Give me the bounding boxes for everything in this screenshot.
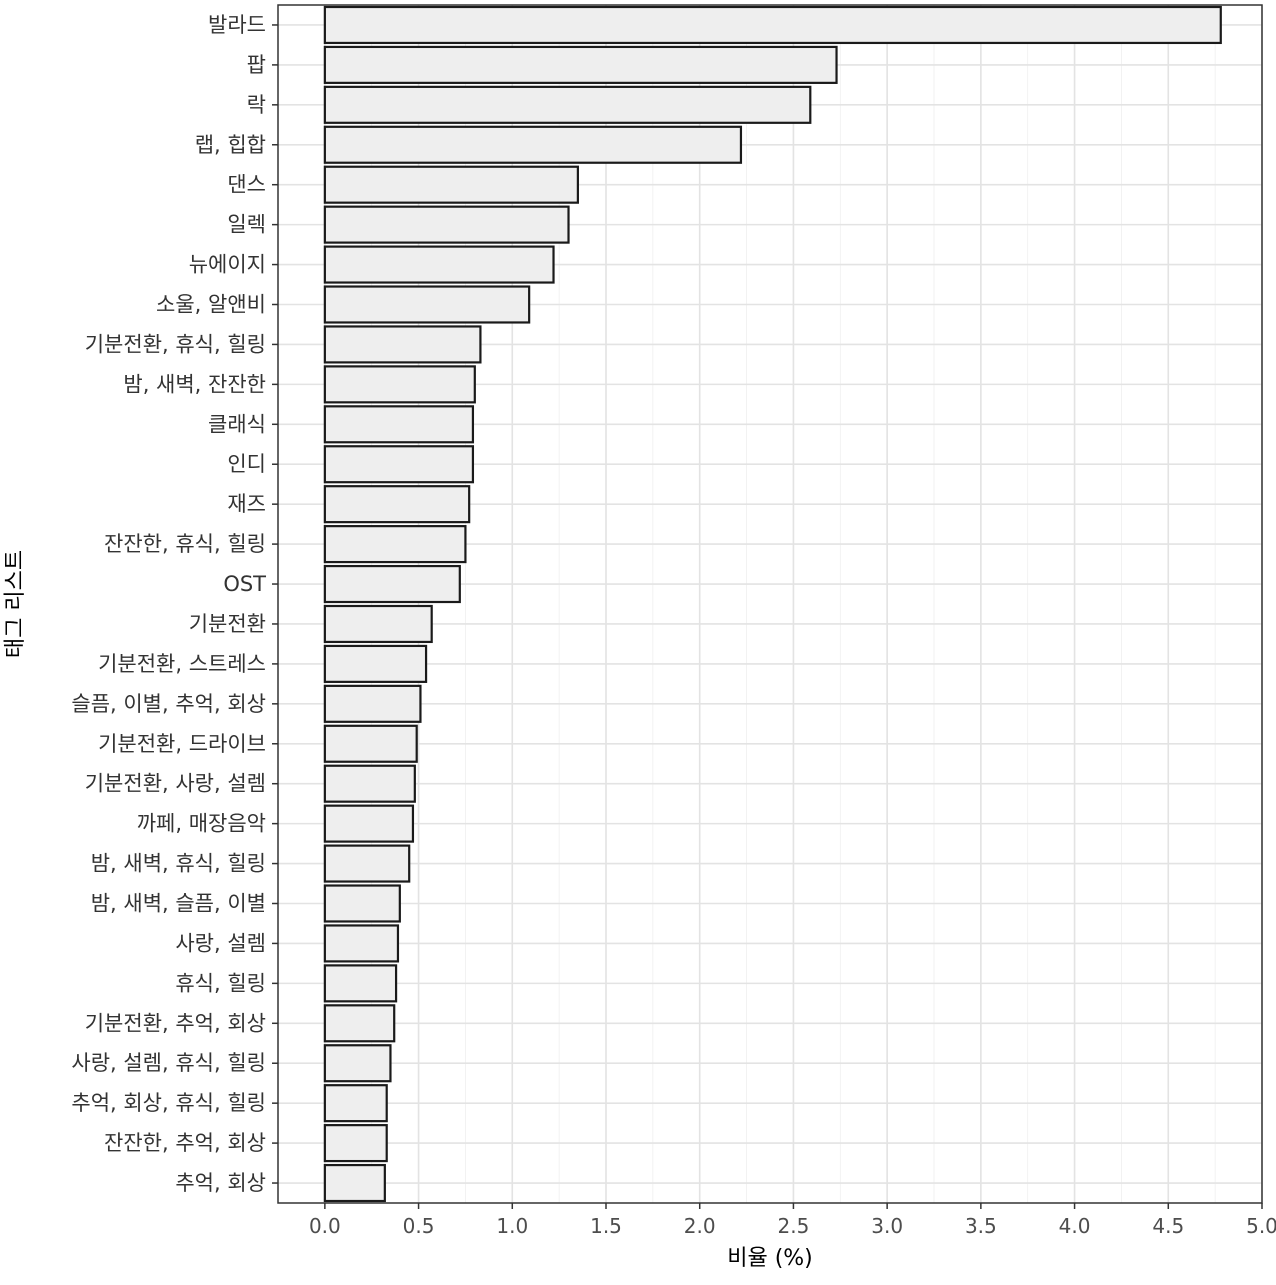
y-tick-label: 뉴에이지 [189,253,266,277]
bar [323,844,411,883]
y-tick-label: 까페, 매장음악 [137,812,266,836]
y-tick-label: 밤, 새벽, 슬픔, 이별 [91,892,266,916]
bar [323,365,476,404]
bar [323,165,579,204]
y-tick-label: 댄스 [227,173,266,197]
x-tick-label: 0.0 [309,1214,341,1238]
bar [323,1044,392,1083]
y-tick-label: 기분전환 [189,612,266,636]
bar [323,245,555,284]
y-tick-label: 밤, 새벽, 잔잔한 [123,372,266,396]
y-tick-label: OST [223,572,266,596]
x-tick-label: 1.5 [590,1214,622,1238]
y-tick-label: 기분전환, 추억, 회상 [85,1011,266,1035]
x-tick-label: 5.0 [1246,1214,1276,1238]
y-axis-title: 태그 리스트 [3,550,28,658]
x-axis-ticks: 0.0 0.5 1.0 1.5 2.0 2.5 3.0 3.5 4.0 4.5 5.0 [309,1203,1276,1238]
bar [323,285,531,324]
bar [323,764,416,803]
bar [323,1084,388,1123]
bar [323,1004,396,1043]
bar [323,644,428,683]
y-tick-label: 기분전환, 휴식, 힐링 [85,332,266,356]
bar [323,964,398,1003]
y-tick-label: 일렉 [227,213,266,237]
y-tick-label: 클래식 [208,412,266,436]
x-tick-label: 3.5 [965,1214,997,1238]
bar [323,884,401,923]
y-tick-label: 랩, 힙합 [195,133,266,157]
y-tick-label: 기분전환, 드라이브 [98,732,266,756]
panel-background [278,5,1262,1203]
bar [323,1163,386,1203]
bar [323,445,475,484]
y-tick-label: 재즈 [227,492,266,516]
y-tick-label: 팝 [247,53,266,77]
bar [323,45,838,84]
y-tick-label: 사랑, 설렘 [175,931,266,955]
x-tick-label: 3.0 [871,1214,903,1238]
bar [323,5,1222,45]
bar [323,724,418,763]
bar [323,125,743,164]
y-tick-label: 인디 [227,452,266,476]
y-tick-label: 기분전환, 스트레스 [98,652,266,676]
y-tick-label: 기분전환, 사랑, 설렘 [85,772,266,796]
bar [323,525,467,564]
bars [323,5,1222,1203]
y-tick-label: 사랑, 설렘, 휴식, 힐링 [71,1051,266,1075]
y-tick-label: 밤, 새벽, 휴식, 힐링 [91,852,266,876]
bar [323,85,812,124]
bar [323,924,400,963]
bar [323,564,461,604]
bar [323,604,433,644]
bar [323,485,471,524]
y-tick-label: 잔잔한, 휴식, 힐링 [104,532,266,556]
x-tick-label: 2.0 [684,1214,716,1238]
x-axis-title: 비율 (%) [727,1246,813,1271]
bar [323,205,570,244]
bar [323,325,482,364]
bar [323,804,415,843]
bar [323,405,475,444]
bar [323,684,422,723]
y-tick-label: 휴식, 힐링 [175,971,266,995]
y-tick-label: 락 [247,93,266,117]
y-tick-label: 추억, 회상, 휴식, 힐링 [71,1091,266,1115]
x-tick-label: 4.0 [1059,1214,1091,1238]
x-tick-label: 4.5 [1152,1214,1184,1238]
x-tick-label: 0.5 [403,1214,435,1238]
x-tick-label: 2.5 [778,1214,810,1238]
y-tick-label: 슬픔, 이별, 추억, 회상 [71,692,266,716]
y-tick-label: 소울, 알앤비 [156,293,266,317]
panel-border [277,4,1263,1204]
bar [323,1124,388,1163]
x-tick-label: 1.0 [496,1214,528,1238]
y-tick-label: 잔잔한, 추억, 회상 [104,1131,266,1155]
y-tick-label: 발라드 [208,13,266,37]
y-tick-label: 추억, 회상 [175,1171,266,1195]
